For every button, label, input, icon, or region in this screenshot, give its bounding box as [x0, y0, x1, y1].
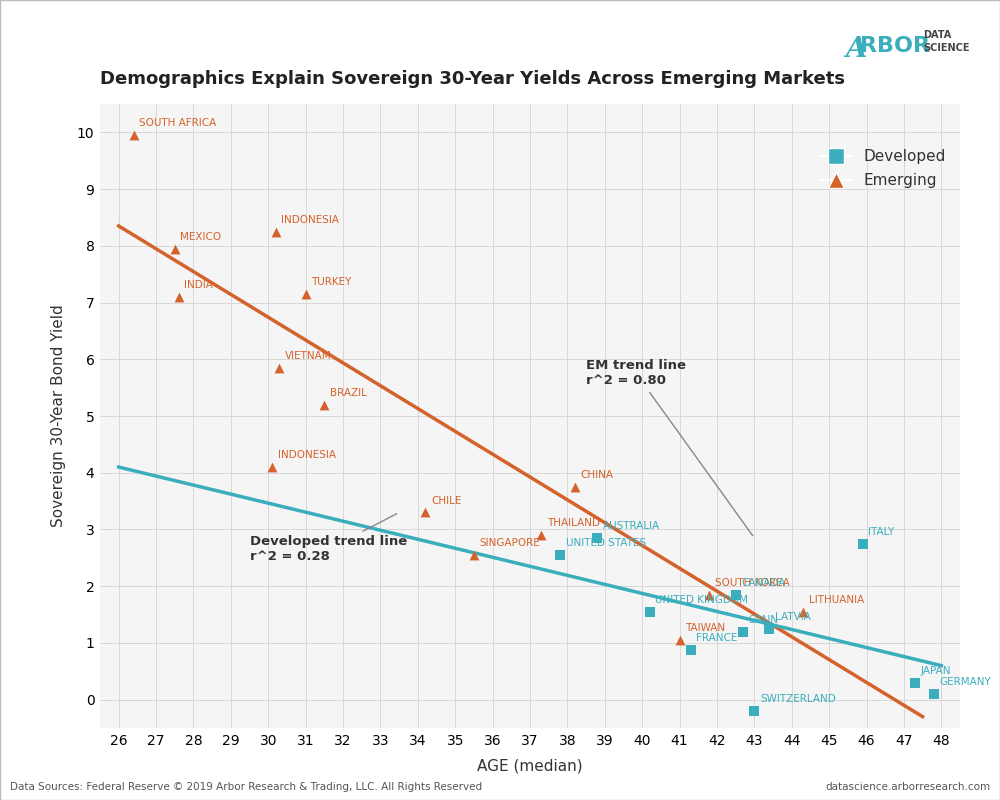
Text: SWITZERLAND: SWITZERLAND — [760, 694, 836, 704]
Point — [735, 625, 751, 638]
Legend: Developed, Emerging: Developed, Emerging — [815, 143, 952, 194]
Text: EM trend line
r^2 = 0.80: EM trend line r^2 = 0.80 — [586, 359, 753, 536]
Text: CHINA: CHINA — [580, 470, 613, 480]
Text: AUSTRALIA: AUSTRALIA — [603, 521, 660, 531]
Point — [642, 606, 658, 618]
Point — [701, 588, 717, 601]
Text: SOUTH KOREA: SOUTH KOREA — [715, 578, 790, 588]
Y-axis label: Sovereign 30-Year Bond Yield: Sovereign 30-Year Bond Yield — [51, 305, 66, 527]
Text: MEXICO: MEXICO — [180, 232, 222, 242]
Text: Developed trend line
r^2 = 0.28: Developed trend line r^2 = 0.28 — [250, 514, 407, 563]
Point — [533, 529, 549, 542]
Text: SINGAPORE: SINGAPORE — [480, 538, 540, 548]
Point — [683, 643, 699, 656]
Text: SOUTH AFRICA: SOUTH AFRICA — [139, 118, 217, 128]
Text: FRANCE: FRANCE — [696, 633, 738, 643]
Text: A: A — [845, 36, 866, 63]
Point — [672, 634, 688, 646]
Text: DATA
SCIENCE: DATA SCIENCE — [923, 30, 970, 53]
Point — [728, 588, 744, 601]
Point — [264, 461, 280, 474]
Text: INDIA: INDIA — [184, 280, 213, 290]
Point — [567, 481, 583, 494]
Text: ITALY: ITALY — [868, 527, 895, 537]
Point — [795, 606, 811, 618]
Text: Demographics Explain Sovereign 30-Year Yields Across Emerging Markets: Demographics Explain Sovereign 30-Year Y… — [100, 70, 845, 88]
Text: Data Sources: Federal Reserve © 2019 Arbor Research & Trading, LLC. All Rights R: Data Sources: Federal Reserve © 2019 Arb… — [10, 782, 482, 792]
Text: UNITED KINGDOM: UNITED KINGDOM — [655, 595, 748, 605]
Text: datascience.arborresearch.com: datascience.arborresearch.com — [825, 782, 990, 792]
Point — [855, 538, 871, 550]
Point — [926, 687, 942, 700]
Text: SPAIN: SPAIN — [749, 614, 779, 625]
Point — [761, 622, 777, 635]
Text: THAILAND: THAILAND — [547, 518, 600, 528]
Text: UNITED STATES: UNITED STATES — [566, 538, 646, 548]
Text: TAIWAN: TAIWAN — [685, 623, 725, 634]
Text: VIETNAM: VIETNAM — [285, 351, 332, 361]
Point — [298, 288, 314, 301]
Point — [417, 506, 433, 519]
Text: INDONESIA: INDONESIA — [281, 215, 339, 225]
Point — [746, 705, 762, 718]
Text: CHILE: CHILE — [431, 496, 461, 506]
Text: JAPAN: JAPAN — [921, 666, 951, 676]
X-axis label: AGE (median): AGE (median) — [477, 758, 583, 774]
Text: BRAZIL: BRAZIL — [330, 388, 367, 398]
Point — [171, 290, 187, 303]
Text: RBOR: RBOR — [860, 36, 930, 56]
Text: LATVIA: LATVIA — [775, 612, 811, 622]
Point — [316, 398, 332, 411]
Text: INDONESIA: INDONESIA — [278, 450, 336, 460]
Point — [552, 549, 568, 562]
Point — [466, 549, 482, 562]
Point — [271, 362, 287, 374]
Point — [167, 242, 183, 255]
Point — [907, 676, 923, 689]
Point — [268, 226, 284, 238]
Point — [126, 129, 142, 142]
Text: CANADA: CANADA — [741, 578, 786, 588]
Text: GERMANY: GERMANY — [939, 677, 991, 687]
Point — [589, 531, 605, 544]
Text: TURKEY: TURKEY — [311, 278, 352, 287]
Text: LITHUANIA: LITHUANIA — [809, 595, 864, 605]
